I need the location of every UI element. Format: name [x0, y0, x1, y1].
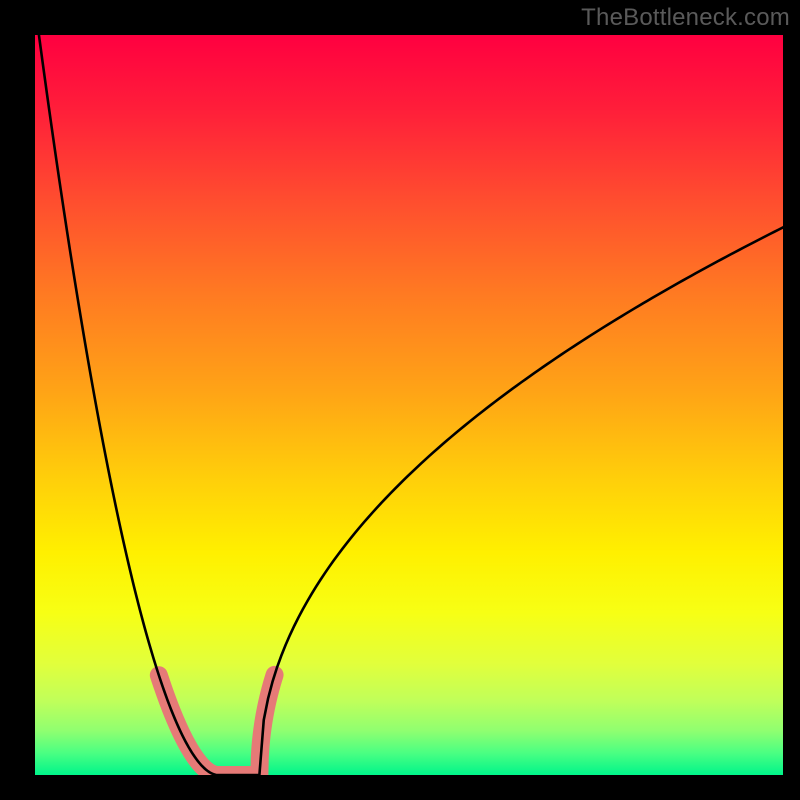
stage: TheBottleneck.com — [0, 0, 800, 800]
chart-svg — [35, 35, 783, 775]
watermark-text: TheBottleneck.com — [581, 4, 790, 32]
plot-area — [35, 35, 783, 775]
gradient-background — [35, 35, 783, 775]
